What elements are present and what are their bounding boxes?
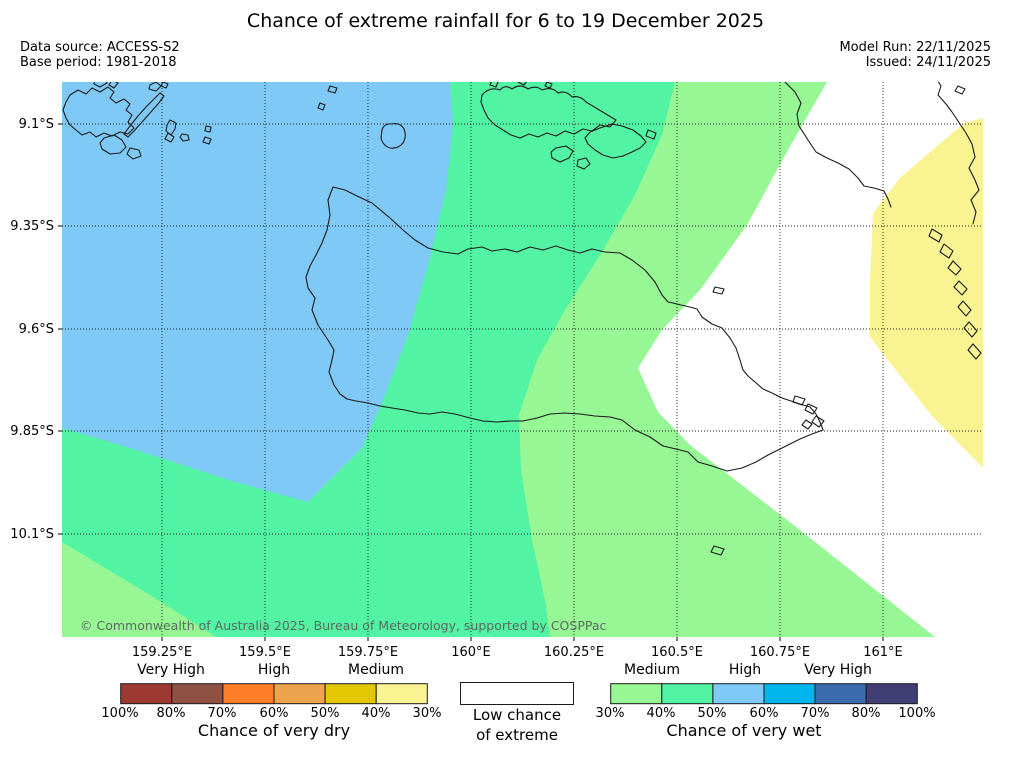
wet-swatch-60-70 [763,683,816,705]
graticule [62,82,983,637]
wet-caption: Chance of very wet [666,721,822,740]
dry-tick: 50% [310,706,340,721]
dry-swatch-60-50 [273,683,326,705]
coastline-northeast [784,82,892,208]
coastline-florida-islands [480,82,657,170]
dry-category-very-high: Very High [137,662,205,678]
dry-tick: 100% [101,706,139,721]
data-source-label: Data source: ACCESS-S2 [20,40,180,55]
dry-category-high: High [257,662,291,678]
region-wet-50-60 [62,82,453,502]
coastline-russell-islands [62,82,338,160]
page-title: Chance of extreme rainfall for 6 to 19 D… [246,10,765,32]
x-tick-label: 160.5°E [651,645,703,660]
x-tick-label: 159.25°E [131,645,193,660]
dry-swatch-70-60 [222,683,275,705]
model-run-label: Model Run: 22/11/2025 [839,40,991,55]
issued-label: Issued: 24/11/2025 [865,55,991,70]
dry-tick: 60% [259,706,289,721]
wet-swatch-80-100 [865,683,918,705]
dry-tick: 80% [156,706,186,721]
x-tick-label: 160°E [451,645,491,660]
dry-tick: 70% [207,706,237,721]
x-tick-label: 160.25°E [543,645,605,660]
wet-tick: 60% [749,706,779,721]
coastline-top-right [937,82,980,225]
coastline-islets [710,286,825,556]
wet-tick: 70% [800,706,830,721]
wet-swatch-30-40 [610,683,663,705]
dry-swatch-50-40 [324,683,377,705]
copyright-text: © Commonwealth of Australia 2025, Bureau… [80,618,606,633]
x-tick-label: 159.5°E [239,645,291,660]
dry-tick: 40% [361,706,391,721]
x-tick-label: 159.75°E [337,645,399,660]
region-dry-30-40 [870,118,983,468]
y-tick-label: 9.35°S [10,219,54,234]
coastline-island-chain [928,85,982,360]
x-tick-label: 160.75°E [749,645,811,660]
wet-category-medium: Medium [624,662,680,678]
y-tick-label: 10.1°S [10,527,54,542]
dry-caption: Chance of very dry [197,721,351,740]
wet-category-very-high: Very High [804,662,872,678]
y-tick-label: 9.85°S [10,424,54,439]
wet-tick: 50% [697,706,727,721]
probability-map: © Commonwealth of Australia 2025, Bureau… [58,82,983,641]
y-tick-label: 9.6°S [18,322,54,337]
low-chance-label-1: Low chance [472,706,562,724]
low-chance-swatch [460,682,574,705]
dry-category-medium: Medium [348,662,404,678]
wet-colorbar [610,683,918,705]
low-chance-label-2: of extreme [476,726,558,744]
wet-category-high: High [728,662,762,678]
base-period-label: Base period: 1981-2018 [20,55,177,70]
y-tick-label: 9.1°S [18,117,54,132]
dry-swatch-100-80 [120,683,173,705]
x-tick-label: 161°E [863,645,903,660]
wet-swatch-70-80 [814,683,867,705]
coastline-guadalcanal [305,186,824,472]
coastline-savo [380,123,406,149]
wet-tick: 100% [898,706,936,721]
dry-colorbar [120,683,428,705]
wet-swatch-40-50 [661,683,714,705]
wet-tick: 40% [646,706,676,721]
axis-ticks [58,123,884,641]
dry-swatch-80-70 [171,683,224,705]
wet-tick: 30% [595,706,625,721]
wet-tick: 80% [851,706,881,721]
dry-tick: 30% [412,706,442,721]
dry-swatch-40-30 [375,683,428,705]
wet-swatch-50-60 [712,683,765,705]
coastlines [62,82,982,556]
